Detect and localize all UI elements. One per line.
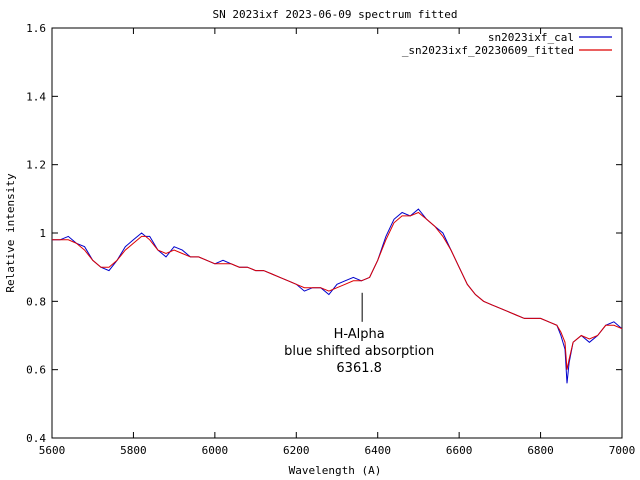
legend-label: sn2023ixf_cal — [488, 31, 574, 44]
legend-label: _sn2023ixf_20230609_fitted — [402, 44, 574, 57]
x-tick-label: 6800 — [527, 444, 554, 457]
x-tick-label: 6600 — [446, 444, 473, 457]
y-tick-label: 1 — [39, 227, 46, 240]
x-axis-ticks: 5600 5800 6000 6200 6400 6600 6800 7000 — [39, 28, 636, 457]
x-axis-label: Wavelength (A) — [289, 464, 382, 477]
y-tick-label: 1.4 — [26, 90, 46, 103]
x-tick-label: 5800 — [120, 444, 147, 457]
annotation-line-1: H-Alpha — [334, 327, 385, 342]
y-tick-label: 1.6 — [26, 22, 46, 35]
y-axis-label: Relative intensity — [4, 173, 17, 293]
y-axis-ticks: 0.4 0.6 0.8 1 1.2 1.4 1.6 — [26, 22, 622, 445]
legend-entry-fitted: _sn2023ixf_20230609_fitted — [402, 44, 612, 57]
legend-entry-cal: sn2023ixf_cal — [488, 31, 612, 44]
h-alpha-annotation: H-Alpha blue shifted absorption 6361.8 — [284, 292, 434, 376]
y-tick-label: 0.8 — [26, 295, 46, 308]
x-tick-label: 7000 — [609, 444, 636, 457]
legend: sn2023ixf_cal _sn2023ixf_20230609_fitted — [402, 31, 612, 57]
series-line-fitted — [52, 211, 623, 370]
x-tick-label: 6400 — [364, 444, 391, 457]
plot-frame — [51, 27, 623, 439]
y-tick-label: 0.4 — [26, 432, 46, 445]
chart-title: SN 2023ixf 2023-06-09 spectrum fitted — [212, 8, 457, 21]
x-tick-label: 6000 — [202, 444, 229, 457]
x-tick-label: 6200 — [283, 444, 310, 457]
series-layer — [52, 208, 623, 384]
y-tick-label: 0.6 — [26, 364, 46, 377]
y-tick-label: 1.2 — [26, 159, 46, 172]
annotation-line-3: 6361.8 — [336, 361, 382, 376]
annotation-line-2: blue shifted absorption — [284, 344, 434, 359]
x-tick-label: 5600 — [39, 444, 66, 457]
